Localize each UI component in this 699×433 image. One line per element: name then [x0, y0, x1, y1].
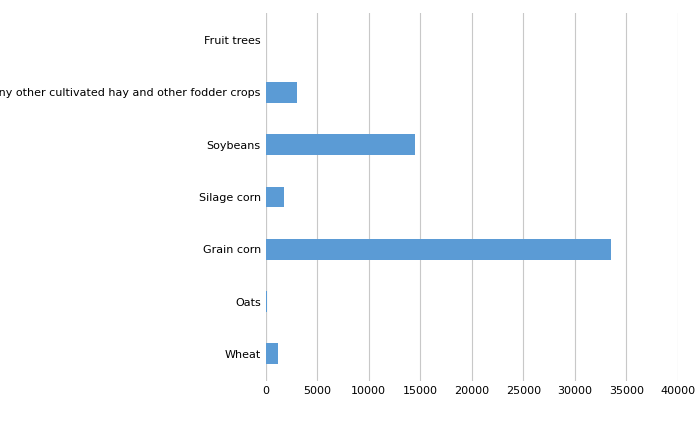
Bar: [266, 343, 278, 364]
Bar: [266, 134, 415, 155]
Bar: [266, 82, 296, 103]
Bar: [266, 291, 267, 312]
Bar: [266, 239, 611, 260]
Bar: [266, 187, 284, 207]
